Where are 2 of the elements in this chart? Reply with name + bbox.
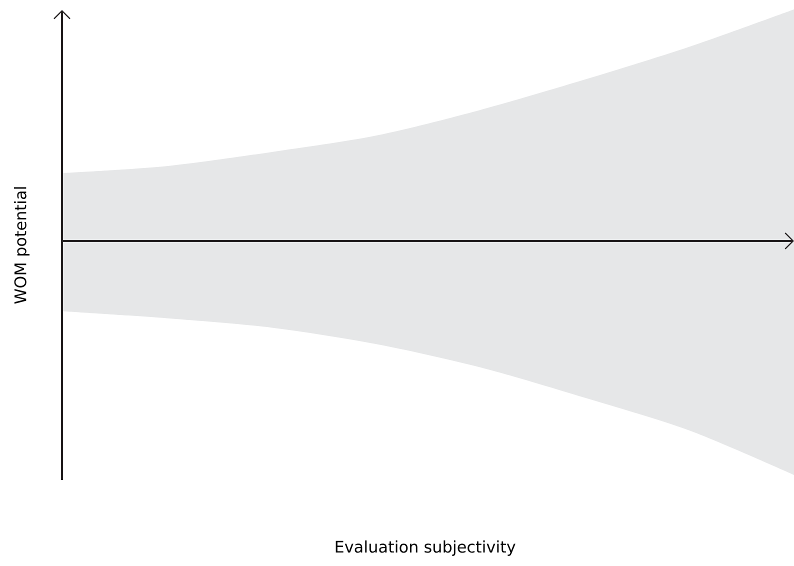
x-axis-title: Evaluation subjectivity [336,540,516,556]
y-axis-title: WOM potential [14,187,30,304]
